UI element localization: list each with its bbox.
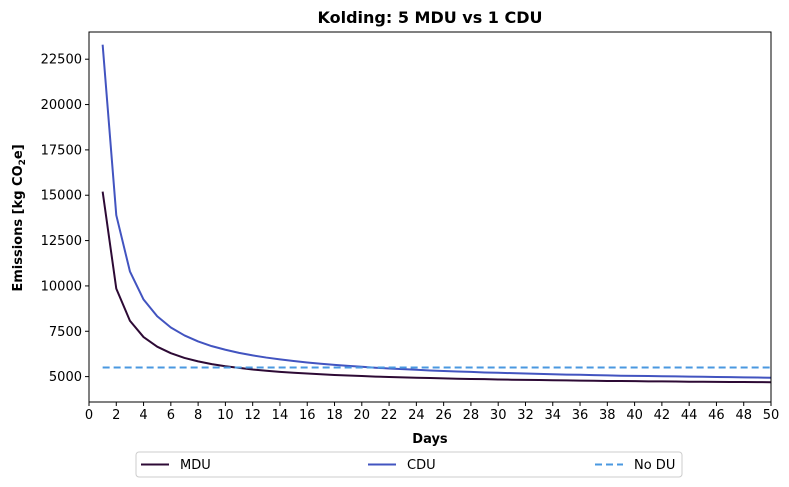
x-tick-label: 6 — [167, 408, 175, 423]
svg-text:Emissions [kg CO2e]: Emissions [kg CO2e] — [11, 144, 28, 291]
x-tick-label: 8 — [194, 408, 202, 423]
plot-frame — [88, 31, 772, 403]
x-tick-label: 40 — [626, 408, 643, 423]
x-tick-label: 34 — [544, 408, 561, 423]
x-axis-title: Days — [412, 432, 448, 447]
x-tick-label: 26 — [435, 408, 452, 423]
x-tick-label: 14 — [272, 408, 289, 423]
x-tick-label: 2 — [112, 408, 120, 423]
x-tick-label: 20 — [354, 408, 371, 423]
x-tick-label: 46 — [708, 408, 725, 423]
legend: MDU CDU No DU — [135, 451, 683, 478]
x-tick-label: 30 — [490, 408, 507, 423]
x-tick-label: 44 — [681, 408, 698, 423]
x-tick-label: 36 — [572, 408, 589, 423]
x-tick-label: 38 — [599, 408, 616, 423]
y-tick-label: 22500 — [41, 53, 82, 68]
y-tick-label: 17500 — [41, 143, 82, 158]
y-axis-title-suffix: e] — [11, 144, 26, 159]
x-tick-label: 18 — [326, 408, 343, 423]
y-axis-title-prefix: Emissions [kg CO — [11, 165, 26, 291]
y-tick-label: 20000 — [41, 98, 82, 113]
x-tick-label: 16 — [299, 408, 316, 423]
x-tick-label: 32 — [517, 408, 534, 423]
x-tick-label: 0 — [85, 408, 93, 423]
chart-title: Kolding: 5 MDU vs 1 CDU — [317, 8, 542, 27]
x-tick-label: 42 — [654, 408, 671, 423]
x-tick-label: 28 — [463, 408, 480, 423]
legend-box — [135, 451, 683, 478]
x-tick-label: 4 — [139, 408, 147, 423]
x-tick-label: 50 — [763, 408, 780, 423]
plot-layer: 0 2 4 6 8 10 12 14 16 18 20 22 24 26 28 30 32 34 36 38 40 42 4… — [41, 31, 780, 423]
series-line-cdu — [101, 44, 772, 379]
y-tick-label: 15000 — [41, 189, 82, 204]
x-tick-label: 12 — [244, 408, 261, 423]
y-tick-label: 5000 — [49, 370, 82, 385]
series-line-mdu — [101, 191, 772, 384]
legend-label-no-du: No DU — [634, 458, 675, 473]
legend-label-mdu: MDU — [180, 458, 211, 473]
x-tick-label: 48 — [735, 408, 752, 423]
y-tick-label: 12500 — [41, 234, 82, 249]
y-tick-label: 7500 — [49, 325, 82, 340]
x-tick-label: 22 — [381, 408, 398, 423]
x-tick-label: 10 — [217, 408, 234, 423]
x-tick-label: 24 — [408, 408, 425, 423]
legend-label-cdu: CDU — [407, 458, 436, 473]
y-axis-title-subscript: 2 — [18, 159, 28, 165]
y-axis-title: Emissions [kg CO2e] — [11, 144, 28, 291]
y-tick-label: 10000 — [41, 279, 82, 294]
